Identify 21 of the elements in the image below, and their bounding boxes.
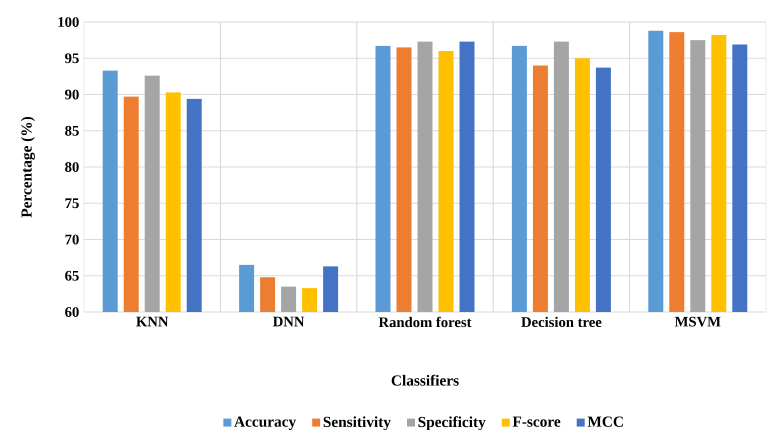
x-tick-label: MSVM xyxy=(674,316,721,327)
y-axis-title: Percentage (%) xyxy=(20,116,35,218)
x-tick-label: Random forest xyxy=(378,316,472,328)
x-tick-label: Decision tree xyxy=(521,316,602,328)
y-tick-label: 80 xyxy=(65,162,79,172)
y-tick-label: 60 xyxy=(65,307,79,317)
legend-label: Specificity xyxy=(418,416,486,430)
y-tick-label: 65 xyxy=(65,270,79,281)
y-tick-label: 70 xyxy=(65,234,79,244)
legend-label: F-score xyxy=(512,416,560,427)
y-tick-label: 95 xyxy=(65,53,79,64)
x-tick-label: KNN xyxy=(136,316,168,326)
y-tick-label: 100 xyxy=(58,17,79,27)
legend-label: MCC xyxy=(588,416,623,427)
legend-label: Accuracy xyxy=(234,416,296,430)
x-tick-label: DNN xyxy=(272,316,304,326)
legend-label: Sensitivity xyxy=(324,416,391,430)
y-tick-label: 85 xyxy=(65,126,79,136)
x-axis-title: Classifiers xyxy=(392,374,459,386)
y-tick-label: 75 xyxy=(65,198,79,208)
y-tick-label: 90 xyxy=(65,90,79,100)
